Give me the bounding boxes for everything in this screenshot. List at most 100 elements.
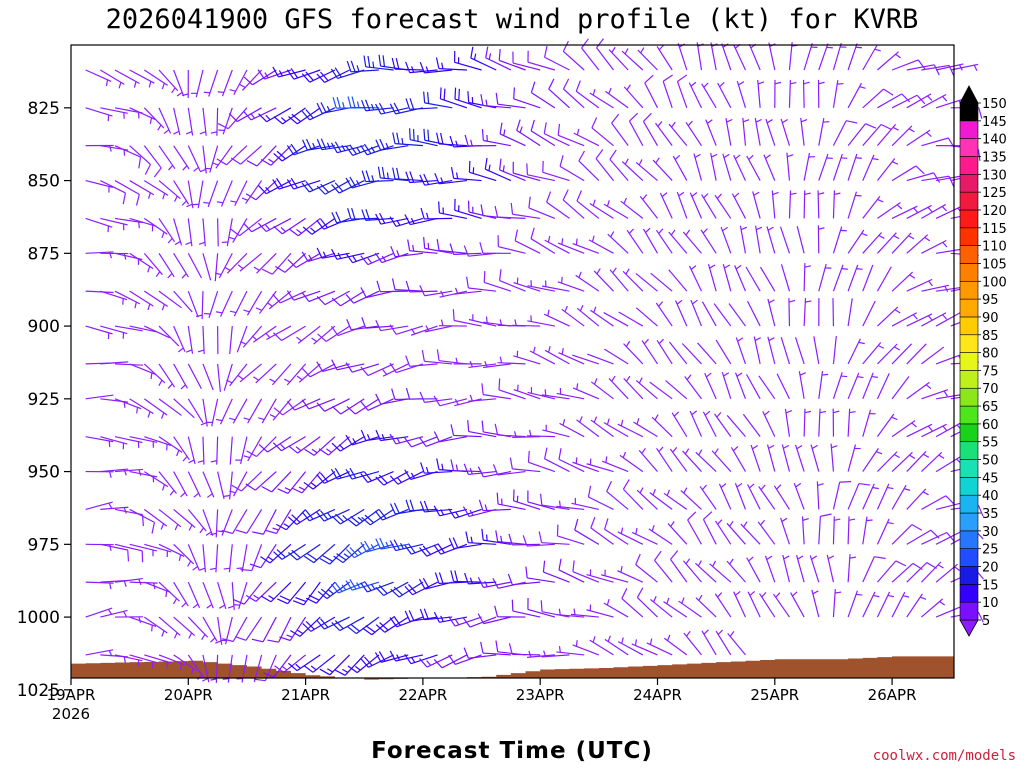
- wind-barb: [847, 82, 866, 109]
- wind-barb: [129, 363, 156, 380]
- wind-barb: [478, 499, 511, 512]
- wind-barb: [639, 194, 658, 219]
- colorbar-segment: [959, 459, 979, 478]
- wind-barb: [788, 190, 797, 219]
- wind-barb: [243, 436, 263, 462]
- wind-barb: [129, 252, 154, 273]
- wind-barb: [876, 232, 900, 254]
- wind-barb: [230, 217, 262, 237]
- wind-barb: [542, 560, 570, 583]
- wind-barb: [375, 616, 409, 633]
- wind-barb: [826, 554, 835, 583]
- wind-barb: [803, 298, 812, 327]
- wind-barb: [527, 315, 555, 327]
- wind-barb: [862, 556, 886, 583]
- wind-barb: [921, 203, 947, 219]
- wind-barb: [173, 290, 193, 313]
- wind-barb: [877, 451, 900, 473]
- wind-barb: [361, 508, 394, 526]
- wind-barb: [717, 82, 732, 109]
- wind-barb: [668, 121, 688, 147]
- wind-barb: [347, 654, 380, 674]
- wind-barb: [361, 170, 394, 183]
- wind-barb: [187, 436, 196, 464]
- wind-barb: [273, 398, 306, 416]
- wind-barb: [776, 373, 791, 400]
- wind-barb: [421, 349, 453, 365]
- wind-barb: [921, 94, 948, 109]
- colorbar-label: 100: [982, 275, 1007, 290]
- wind-barb: [246, 145, 277, 167]
- wind-barb: [273, 145, 306, 162]
- wind-barb: [85, 607, 113, 618]
- wind-barb: [674, 299, 688, 327]
- wind-barb: [143, 252, 163, 278]
- wind-barb: [435, 57, 467, 71]
- wind-barb: [591, 117, 614, 147]
- wind-barb: [801, 516, 809, 545]
- wind-barb: [187, 616, 209, 640]
- wind-barb: [832, 516, 841, 545]
- wind-barb: [210, 509, 219, 538]
- wind-barb: [757, 79, 765, 108]
- wind-barb: [608, 46, 629, 71]
- wind-barb: [546, 191, 570, 219]
- wind-barb: [876, 413, 898, 438]
- wind-barb: [375, 212, 409, 225]
- wind-barb: [423, 236, 453, 254]
- wind-barb: [187, 509, 207, 534]
- wind-barb: [689, 192, 703, 219]
- wind-barb: [638, 447, 658, 472]
- wind-barb: [420, 462, 453, 474]
- wind-barb: [499, 269, 526, 292]
- wind-barb: [572, 640, 600, 656]
- terrain-fill: [71, 656, 954, 680]
- wind-barb: [796, 226, 805, 254]
- wind-barb: [906, 423, 933, 438]
- wind-barb: [800, 117, 808, 146]
- wind-barb: [187, 544, 200, 571]
- wind-barb: [663, 634, 688, 656]
- wind-barb: [331, 436, 365, 452]
- wind-barb: [158, 363, 176, 389]
- x-tick-label: 20APR: [164, 686, 213, 704]
- wind-barb: [556, 387, 585, 400]
- wind-barb: [331, 290, 365, 307]
- wind-barb: [832, 408, 840, 437]
- wind-barb: [847, 43, 863, 71]
- wind-barb: [512, 431, 541, 439]
- wind-barb: [862, 448, 883, 472]
- wind-barb: [245, 180, 277, 201]
- wind-barb: [754, 117, 762, 146]
- wind-barb: [404, 581, 438, 596]
- wind-barb: [542, 424, 570, 438]
- wind-barb: [788, 42, 799, 71]
- wind-barb: [735, 337, 747, 365]
- wind-barb: [906, 278, 933, 292]
- wind-barb: [498, 48, 526, 71]
- wind-barb: [649, 381, 673, 400]
- wind-barb: [722, 153, 732, 181]
- wind-barb: [470, 46, 497, 71]
- wind-barb: [862, 45, 881, 71]
- wind-barb: [832, 481, 852, 510]
- wind-barbs: [85, 38, 984, 683]
- wind-barb: [876, 518, 894, 545]
- wind-barb: [935, 422, 962, 438]
- colorbar-label: 125: [982, 186, 1007, 201]
- wind-barb: [862, 154, 879, 181]
- wind-barb: [375, 138, 409, 151]
- wind-barb: [558, 558, 585, 583]
- wind-barb: [847, 153, 862, 181]
- wind-barb: [668, 269, 688, 292]
- wind-barb: [129, 654, 157, 668]
- wind-barb: [672, 154, 688, 181]
- wind-barb: [185, 218, 193, 247]
- wind-barb: [463, 647, 497, 659]
- wind-barb: [114, 654, 143, 667]
- wind-barb: [330, 141, 365, 154]
- wind-barb: [129, 325, 158, 333]
- wind-barb: [433, 543, 468, 555]
- wind-barb: [483, 360, 511, 369]
